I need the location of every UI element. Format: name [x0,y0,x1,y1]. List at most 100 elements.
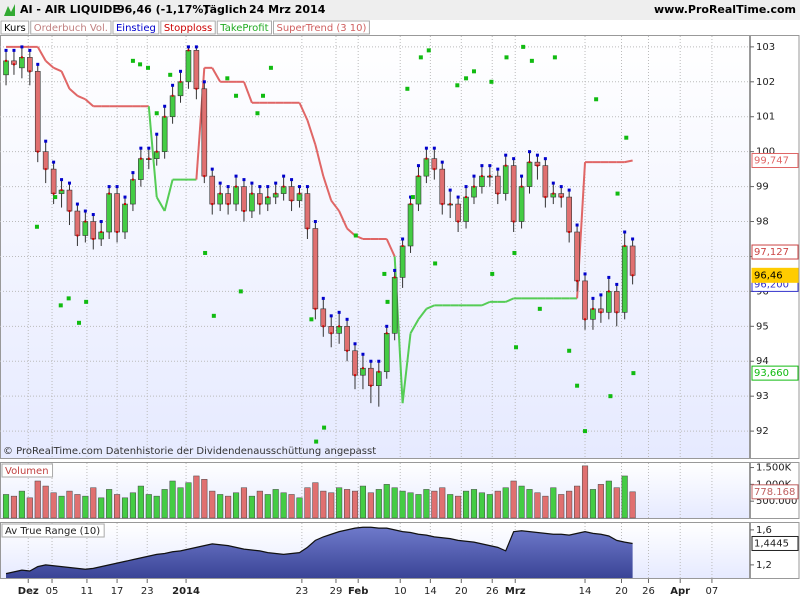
takeprofit-dot [255,111,260,116]
entry-dot [202,80,206,84]
volume-bar [629,491,636,519]
date: 24 Mrz 2014 [249,3,326,16]
takeprofit-dot [385,299,390,304]
stop-dot [235,185,238,188]
x-tick-label: Feb [348,586,368,597]
atr-area [6,527,633,578]
candle-body [98,231,105,240]
y-tick-label: 95 [756,321,769,332]
volume-bar [494,490,501,519]
volume-bar [161,489,168,519]
entry-dot [488,164,492,168]
supertrend [298,102,309,121]
candle-body [312,228,319,310]
entry-dot [448,188,452,192]
legend-box [160,20,216,35]
volume-bar [193,475,200,519]
candle-body [264,196,271,205]
candle-body [42,151,49,170]
volume-bar [447,494,454,519]
takeprofit-dot [268,65,273,70]
stop-dot [599,311,602,314]
site[interactable]: www.ProRealTime.com [654,3,796,16]
candle-body [280,186,287,194]
takeprofit-dot [594,97,599,102]
volume-bar [58,495,65,519]
stop-dot [5,59,8,62]
entry-dot [512,157,516,161]
entry-dot [258,185,262,189]
entry-dot [266,185,270,189]
supertrend [155,196,166,212]
candle-body [74,210,81,236]
candle-body [34,71,41,152]
volume-bar [621,475,628,519]
takeprofit-dot [84,299,89,304]
entry-dot [186,45,190,49]
y-tick-label: 94 [756,356,769,367]
candle-body [566,196,572,233]
candle-body [122,203,128,233]
entry-dot [607,275,611,279]
volume-bar [248,495,255,519]
stop-dot [361,367,364,370]
stop-dot [314,307,317,310]
entry-dot [480,164,484,168]
candle-body [320,308,327,327]
entry-dot [44,139,48,143]
y-tick-label: 101 [756,112,775,123]
stop-dot [591,307,594,310]
volume-bar [121,497,129,519]
stop-dot [441,203,444,206]
entry-dot [345,317,349,321]
volume-bar [280,492,287,519]
entry-dot [329,314,333,318]
volume-bar [455,495,462,519]
stop-dot [116,231,119,234]
takeprofit-dot [58,303,63,308]
stop-dot [615,311,618,314]
legend-box [216,20,272,35]
supertrend [322,175,333,201]
candle-body [50,168,57,194]
stop-dot [472,185,475,188]
candle-body [66,189,73,212]
y-tick-label: 98 [756,217,769,228]
x-tick-label: Dez [18,586,39,597]
x-axis-area [0,579,800,600]
stop-dot [84,220,87,223]
candle-body [574,231,580,282]
stop-dot [346,349,349,352]
candle-body [304,193,311,229]
candle-body [106,193,112,233]
stop-dot [290,199,293,202]
candle-body [336,326,342,334]
stop-dot [544,196,547,199]
stop-dot [528,161,531,164]
stop-dot [409,203,412,206]
takeprofit-dot [34,224,39,229]
volume-bar [185,482,192,519]
volume-bar [391,487,398,519]
candle-body [114,193,120,233]
stop-dot [607,290,610,293]
candle-body [542,165,549,198]
entry-dot [496,167,500,171]
candle-body [19,57,25,69]
candle-body [621,245,628,313]
entry-dot [631,237,635,241]
entry-dot [456,195,460,199]
volume-bar [153,495,160,519]
legend-entry: Kurs [4,23,26,34]
stop-dot [417,175,420,178]
entry-dot [385,324,389,328]
supertrend [163,179,174,212]
entry-dot [163,104,167,108]
legend: Kurs Orderbuch Vol. Einstieg Stopploss TakeP… [0,20,370,35]
volume-bar [217,494,224,519]
legend-entry: Stopploss [164,23,212,34]
supertrend [401,333,412,404]
entry-dot [353,342,357,346]
quote: 96,46 (-1,17%) [117,3,208,16]
